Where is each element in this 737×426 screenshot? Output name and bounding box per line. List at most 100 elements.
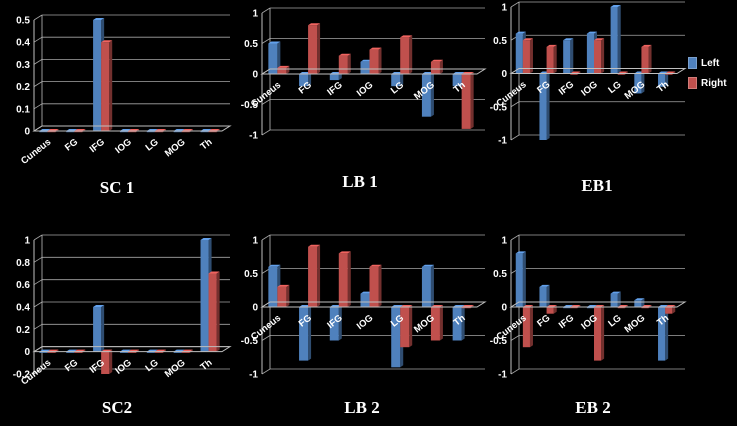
gridline-side bbox=[33, 59, 43, 65]
bar-side bbox=[347, 53, 351, 74]
y-tick-label: 0.3 bbox=[16, 60, 30, 71]
bar-fg-left bbox=[539, 284, 550, 307]
gridline-side bbox=[261, 7, 271, 14]
y-tick-label: 0.5 bbox=[16, 16, 30, 27]
bar-th-right bbox=[665, 305, 676, 314]
bar-front bbox=[268, 266, 278, 307]
bar-side bbox=[546, 71, 550, 140]
bar-front bbox=[641, 46, 649, 74]
bar-front bbox=[665, 307, 673, 314]
bar-front bbox=[461, 307, 471, 309]
x-tick-label: FG bbox=[535, 79, 552, 96]
bar-side bbox=[439, 305, 443, 341]
bar-front bbox=[421, 266, 431, 307]
bar-side bbox=[277, 41, 281, 74]
bar-front bbox=[101, 42, 110, 132]
gridline-side bbox=[33, 36, 43, 43]
bar-top bbox=[641, 44, 652, 47]
bar-front bbox=[200, 131, 209, 133]
y-tick-label: 0 bbox=[501, 303, 507, 314]
bar-front bbox=[430, 307, 440, 341]
gridline-side bbox=[33, 14, 43, 21]
bar-front bbox=[610, 7, 618, 74]
legend: Left Right bbox=[688, 56, 736, 96]
bar-front bbox=[66, 131, 75, 133]
gridline-side bbox=[261, 368, 271, 375]
chart-title: SC 1 bbox=[100, 178, 134, 197]
y-tick-label: 0 bbox=[252, 70, 258, 81]
bar-fg-right bbox=[308, 244, 321, 307]
y-tick-label: -0.5 bbox=[490, 336, 508, 347]
bar-side bbox=[665, 305, 669, 361]
y-tick-label: 0.2 bbox=[16, 325, 30, 336]
bar-front bbox=[299, 307, 309, 361]
bar-side bbox=[641, 298, 645, 307]
bar-side bbox=[101, 305, 105, 352]
bar-lg-left bbox=[610, 291, 621, 307]
bar-front bbox=[66, 351, 75, 353]
bar-front bbox=[173, 351, 182, 353]
y-tick-label: -1 bbox=[498, 136, 507, 147]
gridline-side bbox=[33, 323, 43, 330]
bar-top bbox=[93, 305, 105, 307]
bar-top bbox=[369, 47, 382, 50]
bar-front bbox=[74, 351, 83, 353]
chart-title: LB 2 bbox=[344, 398, 379, 417]
gridline-side bbox=[33, 279, 43, 286]
bar-side bbox=[522, 251, 526, 307]
y-tick-label: 0 bbox=[24, 127, 30, 138]
bar-front bbox=[634, 73, 642, 94]
bar-front bbox=[360, 293, 370, 307]
bar-top bbox=[610, 5, 621, 7]
bar-top bbox=[369, 264, 382, 267]
x-axis-floor bbox=[32, 346, 232, 353]
bar-front bbox=[563, 40, 571, 74]
bar-top bbox=[101, 40, 113, 43]
gridline-side bbox=[33, 103, 43, 110]
bar-side bbox=[430, 264, 434, 307]
bar-front bbox=[391, 307, 401, 368]
bar-front bbox=[154, 131, 163, 133]
bar-side bbox=[665, 71, 669, 87]
x-tick-label: MOG bbox=[623, 313, 648, 336]
bar-cuneus-right bbox=[522, 38, 533, 74]
x-tick-label: Cuneus bbox=[249, 80, 283, 110]
bar-front bbox=[570, 73, 578, 75]
bar-side bbox=[461, 305, 465, 341]
bar-top bbox=[430, 59, 443, 62]
legend-item-right: Right bbox=[688, 76, 727, 90]
bar-ifg-right bbox=[338, 251, 351, 307]
bar-front bbox=[338, 253, 348, 307]
bar-side bbox=[439, 59, 443, 74]
bar-front bbox=[515, 253, 523, 307]
bar-top bbox=[277, 284, 290, 287]
legend-item-left: Left bbox=[688, 56, 719, 70]
gridline-side bbox=[261, 38, 271, 44]
bar-front bbox=[47, 131, 56, 133]
bar-top bbox=[421, 264, 434, 267]
x-tick-label: FG bbox=[63, 137, 80, 154]
bar-top bbox=[586, 31, 597, 34]
bar-front bbox=[329, 74, 339, 81]
bar-front bbox=[539, 286, 547, 307]
x-tick-label: MOG bbox=[163, 357, 188, 380]
bar-side bbox=[648, 44, 652, 74]
bar-top bbox=[93, 18, 105, 20]
bar-front bbox=[299, 74, 309, 87]
bar-fg-right bbox=[546, 305, 557, 314]
bar-front bbox=[658, 73, 666, 87]
gridline-side bbox=[33, 234, 43, 241]
gridline-side bbox=[261, 99, 271, 105]
chart-title: LB 1 bbox=[342, 172, 377, 191]
bar-top bbox=[539, 284, 550, 287]
bar-top bbox=[308, 244, 321, 247]
gridline-side bbox=[510, 101, 520, 108]
chart-panel-1: 0 0.1 0.2 0.3 0.4 0.5 Cuneus FG IFG IOG LG MOG Th SC … bbox=[16, 14, 232, 197]
legend-label-right: Right bbox=[701, 77, 727, 89]
bar-side bbox=[617, 5, 621, 74]
bar-top bbox=[208, 271, 220, 274]
